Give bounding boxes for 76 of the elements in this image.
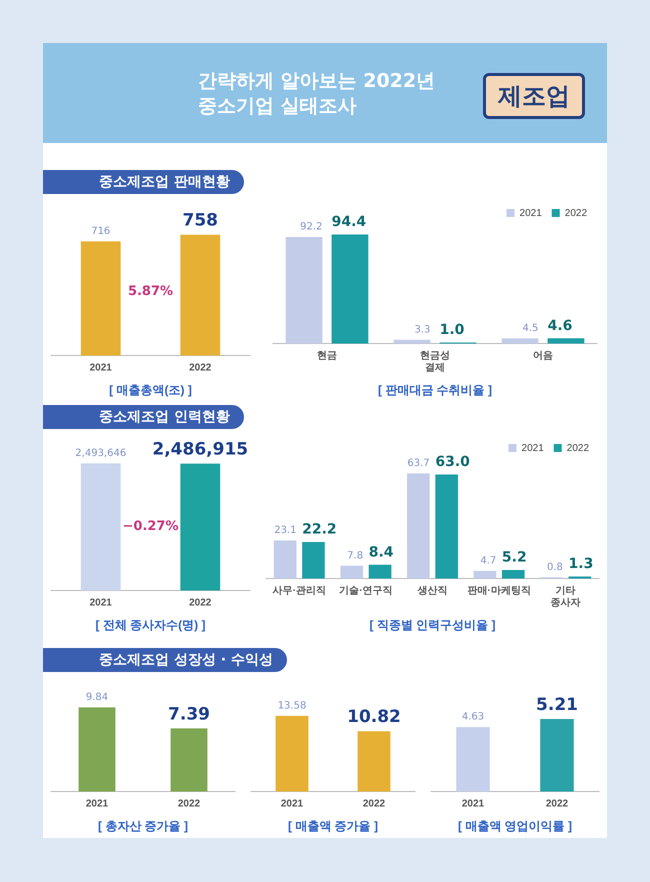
bar [302, 542, 325, 579]
x-tick-label: 2021 [462, 798, 485, 810]
data-label: 758 [182, 210, 218, 231]
x-axis-title: [ 매출액 증가율 ] [288, 819, 378, 834]
x-tick-label: 기술·연구직 [339, 585, 393, 596]
x-tick-label: 2022 [189, 362, 212, 374]
chart-subtitle: 중소제조업 성장성 · 수익성 [43, 648, 287, 672]
x-tick-label: 현금성 결제 [420, 350, 450, 374]
data-label: 5.21 [536, 694, 578, 715]
x-tick-label: 판매·마케팅직 [467, 585, 531, 596]
annotation: 5.87% [128, 284, 174, 300]
data-label: 3.3 [414, 324, 430, 336]
text: 간략하게 알아보는 2022년 중소기업 실태조사 [198, 69, 436, 119]
bar [274, 540, 296, 579]
x-tick-label: 생산직 [416, 585, 448, 596]
data-label: 7.39 [168, 704, 210, 724]
data-label: 22.2 [302, 522, 337, 538]
bar [502, 570, 525, 579]
data-label: 0.8 [546, 562, 563, 573]
x-axis-title: [ 판매대금 수취비율 ] [378, 383, 492, 398]
x-tick-label: 어음 [533, 350, 553, 362]
legend-label: 2022 [566, 442, 590, 454]
bar [474, 570, 496, 579]
data-label: 4.7 [480, 555, 496, 566]
data-label: 1.0 [440, 322, 465, 338]
x-tick-label: 기타 종사자 [550, 585, 581, 608]
data-label: 2,493,646 [75, 448, 126, 459]
data-label: 5.2 [502, 550, 527, 566]
bar [286, 237, 322, 344]
x-axis-title: [ 총자산 증가율 ] [98, 819, 188, 834]
annotation: −0.27% [122, 519, 178, 534]
x-tick-label: 2021 [90, 362, 112, 374]
data-label: 716 [91, 226, 110, 237]
x-tick-label: 2022 [178, 798, 201, 810]
data-label: 63.7 [407, 458, 430, 469]
chart-subtitle: 중소제조업 판매현황 [43, 170, 244, 194]
x-tick-label: 현금 [317, 350, 337, 362]
bar [502, 338, 538, 344]
x-tick-label: 2022 [189, 597, 212, 608]
data-label: 23.1 [274, 525, 296, 536]
data-label: 4.63 [462, 712, 484, 723]
x-tick-label: 사무·관리직 [272, 585, 326, 596]
legend-label: 2021 [522, 442, 544, 454]
bar [568, 576, 592, 579]
bar [394, 340, 430, 344]
x-axis-title: [ 매출액 영업이익률 ] [458, 819, 572, 834]
bar [435, 474, 458, 579]
legend-label: 2022 [564, 208, 588, 219]
data-label: 13.58 [278, 700, 306, 712]
data-label: 8.4 [368, 544, 394, 560]
data-label: 7.8 [347, 550, 364, 562]
x-tick-label: 2022 [362, 798, 386, 810]
text: 제조업 [483, 73, 585, 119]
bar [368, 564, 392, 579]
data-label: 63.0 [435, 454, 470, 470]
data-label: 4.5 [522, 322, 538, 334]
data-label: 1.3 [568, 556, 594, 572]
legend-label: 2021 [520, 208, 542, 219]
bar [332, 234, 368, 344]
data-label: 10.82 [347, 707, 401, 728]
bar [340, 566, 364, 579]
x-tick-label: 2021 [280, 798, 304, 810]
bar [548, 338, 584, 344]
data-label: 94.4 [332, 214, 366, 230]
x-tick-label: 2021 [86, 798, 109, 810]
data-label: 4.6 [548, 318, 572, 334]
x-axis-title: [ 전체 종사자수(명) ] [96, 618, 206, 632]
data-label: 9.84 [86, 692, 108, 703]
chart-subtitle: 중소제조업 인력현황 [43, 405, 244, 429]
x-tick-label: 2022 [546, 798, 569, 810]
x-axis-title: [ 매출총액(조) ] [109, 383, 192, 398]
x-tick-label: 2021 [90, 597, 112, 608]
bar [407, 473, 430, 579]
data-label: 92.2 [300, 222, 322, 233]
x-axis-title: [ 직종별 인력구성비율 ] [370, 618, 496, 632]
data-label: 2,486,915 [152, 440, 248, 460]
